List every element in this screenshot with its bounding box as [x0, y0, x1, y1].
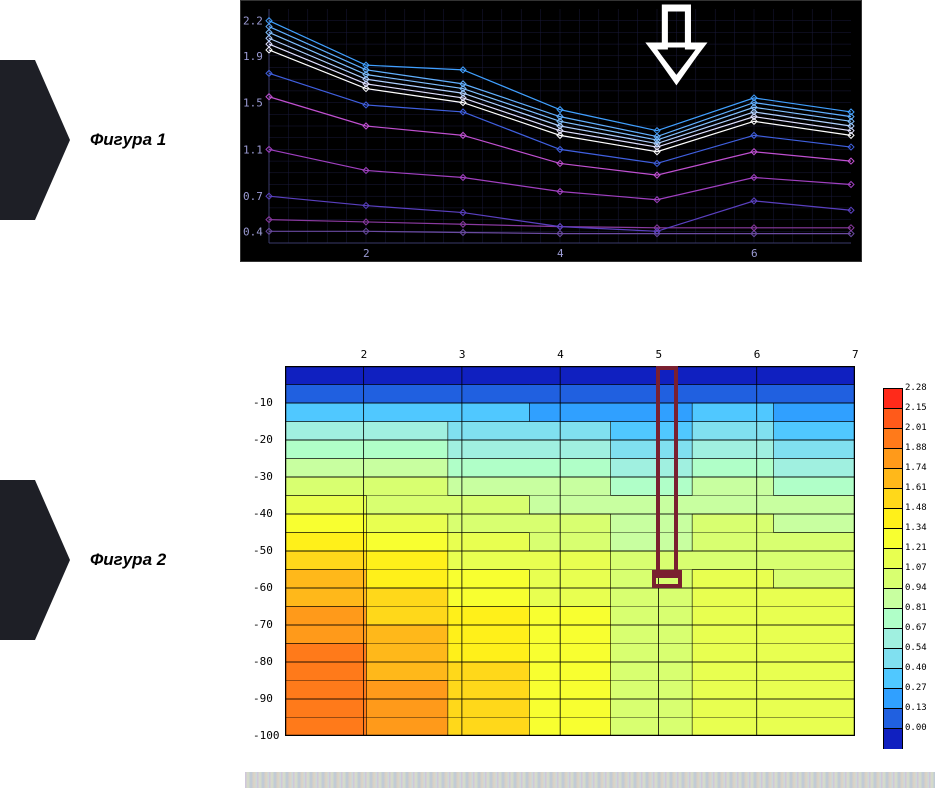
- figure2-ytick: -40: [253, 507, 281, 520]
- figure2-xtick: 4: [557, 348, 564, 361]
- legend-value: 1.07: [905, 563, 927, 573]
- svg-text:0.7: 0.7: [243, 190, 263, 203]
- legend-swatch: [883, 588, 903, 609]
- legend-value: 0.67: [905, 623, 927, 633]
- legend-swatch: [883, 668, 903, 689]
- svg-text:1.5: 1.5: [243, 97, 263, 110]
- svg-text:2: 2: [363, 247, 370, 260]
- figure2-xtick: 3: [459, 348, 466, 361]
- legend-value: 0.00: [905, 723, 927, 733]
- legend-value: 2.28: [905, 383, 927, 393]
- figure2-ytick: -20: [253, 433, 281, 446]
- legend-value: 0.81: [905, 603, 927, 613]
- legend-value: 0.13: [905, 703, 927, 713]
- svg-text:1.9: 1.9: [243, 50, 263, 63]
- legend-value: 0.40: [905, 663, 927, 673]
- legend-value: 1.21: [905, 543, 927, 553]
- figure2-marker-handle: [652, 570, 682, 588]
- legend-swatch: [883, 388, 903, 409]
- legend-swatch: [883, 468, 903, 489]
- legend-swatch: [883, 628, 903, 649]
- figure1-label-block: Фигура 1: [0, 60, 166, 220]
- legend-value: 1.74: [905, 463, 927, 473]
- svg-text:1.1: 1.1: [243, 143, 263, 156]
- figure1-svg: 0.4 0.7 1.1 1.5 1.9 2.2 2 4 6: [241, 1, 861, 261]
- legend-swatch: [883, 548, 903, 569]
- legend-swatch: [883, 528, 903, 549]
- hex-decoration: [0, 480, 70, 640]
- figure2-plot-area: [285, 366, 855, 736]
- legend-value: 0.54: [905, 643, 927, 653]
- legend-value: 1.88: [905, 443, 927, 453]
- legend-swatch: [883, 448, 903, 469]
- legend-value: 0.94: [905, 583, 927, 593]
- legend-value: 1.34: [905, 523, 927, 533]
- figure2-ytick: -80: [253, 655, 281, 668]
- figure2-svg: [285, 366, 855, 736]
- figure1-title: Фигура 1: [90, 130, 166, 150]
- legend-swatch: [883, 608, 903, 629]
- legend-value: 1.61: [905, 483, 927, 493]
- figure2-xtick: 2: [361, 348, 368, 361]
- figure2-ytick: -50: [253, 544, 281, 557]
- legend-swatch: [883, 408, 903, 429]
- figure2-ytick: -60: [253, 581, 281, 594]
- legend-swatch: [883, 428, 903, 449]
- figure2-ytick: -10: [253, 396, 281, 409]
- legend-swatch: [883, 488, 903, 509]
- legend-swatch: [883, 708, 903, 729]
- figure2-label-block: Фигура 2: [0, 480, 166, 640]
- figure2-xtick: 7: [852, 348, 859, 361]
- figure2-marker: [656, 366, 678, 578]
- legend-value: 0.27: [905, 683, 927, 693]
- figure2-xtick: 6: [754, 348, 761, 361]
- legend-swatch: [883, 728, 903, 749]
- figure2-ytick: -30: [253, 470, 281, 483]
- svg-text:2.2: 2.2: [243, 15, 263, 28]
- legend-value: 1.48: [905, 503, 927, 513]
- svg-text:4: 4: [557, 247, 564, 260]
- legend-swatch: [883, 508, 903, 529]
- figure2-ytick: -90: [253, 692, 281, 705]
- hex-decoration: [0, 60, 70, 220]
- figure2-ytick: -100: [253, 729, 281, 742]
- svg-text:6: 6: [751, 247, 758, 260]
- legend-value: 2.01: [905, 423, 927, 433]
- svg-text:0.4: 0.4: [243, 225, 263, 238]
- legend-row: 0.00: [883, 728, 935, 748]
- legend-swatch: [883, 648, 903, 669]
- figure2-chart: 2 3 4 5 6 7 -10 -20 -30 -40 -50 -60 -70 -80 -90 -100 2…: [245, 348, 935, 748]
- figure2-title: Фигура 2: [90, 550, 166, 570]
- legend-value: 2.15: [905, 403, 927, 413]
- figure2-legend: 2.282.152.011.881.741.611.481.341.211.07…: [883, 388, 935, 748]
- legend-swatch: [883, 688, 903, 709]
- decorative-noise-bar: [245, 772, 935, 788]
- legend-swatch: [883, 568, 903, 589]
- figure2-ytick: -70: [253, 618, 281, 631]
- figure1-chart: 0.4 0.7 1.1 1.5 1.9 2.2 2 4 6: [240, 0, 862, 262]
- figure2-xtick: 5: [655, 348, 662, 361]
